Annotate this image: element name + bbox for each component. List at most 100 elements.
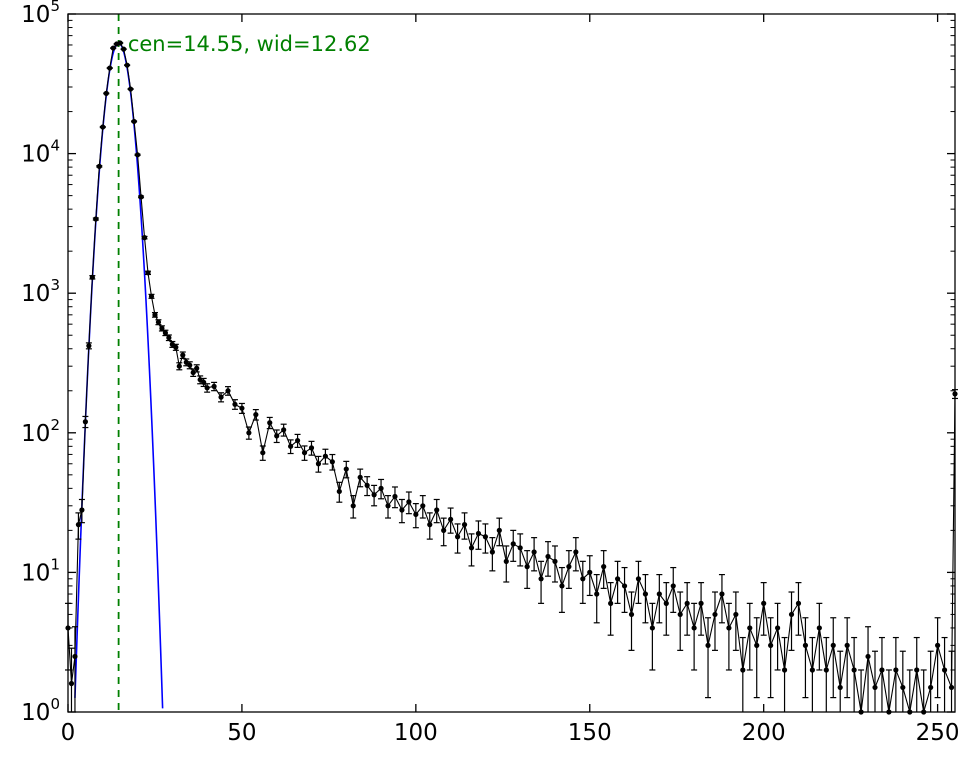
x-tick-label: 150 (568, 720, 612, 746)
data-point (385, 503, 391, 509)
data-point (308, 445, 315, 451)
data-point (194, 365, 200, 371)
data-point (371, 492, 377, 498)
data-point (201, 379, 207, 385)
data-point (246, 430, 252, 436)
data-point (538, 576, 544, 582)
data-point (152, 312, 158, 318)
data-point (594, 591, 600, 597)
data-point (274, 433, 280, 439)
data-point (183, 359, 189, 365)
data-point (124, 62, 130, 68)
data-point (176, 363, 182, 369)
data-point (148, 293, 155, 299)
data-point (406, 499, 412, 505)
data-point (823, 667, 829, 673)
y-tick-exponent: 3 (50, 276, 60, 294)
data-point (399, 507, 405, 513)
axes-frame (67, 13, 956, 713)
data-point (79, 507, 85, 513)
data-point (378, 485, 384, 491)
data-point (601, 564, 607, 570)
data-point (420, 503, 426, 509)
data-point (914, 667, 920, 673)
data-point (281, 427, 287, 433)
data-point (677, 611, 683, 618)
data-point (89, 274, 95, 280)
gaussian-fit-curve (74, 42, 164, 709)
data-point (180, 352, 186, 358)
data-point (68, 680, 75, 687)
data-point (427, 522, 433, 528)
data-point (128, 86, 134, 92)
data-point (635, 576, 642, 582)
data-point (608, 600, 614, 606)
gaussian-fit-layer (74, 42, 164, 709)
data-point (614, 576, 621, 582)
data-point (768, 642, 774, 648)
data-point (482, 534, 489, 540)
data-point (357, 474, 363, 480)
data-point (879, 667, 885, 673)
y-tick-base: 10 (21, 281, 50, 307)
data-point (726, 625, 732, 631)
data-point (761, 600, 767, 606)
x-tick-label: 50 (227, 720, 256, 746)
data-point (350, 503, 356, 509)
data-point (187, 362, 193, 368)
data-point (872, 684, 878, 691)
y-tick-base: 10 (21, 560, 50, 586)
data-point (103, 90, 109, 96)
data-point (267, 420, 273, 426)
y-tick-exponent: 0 (50, 695, 60, 713)
data-point (573, 549, 579, 555)
data-point (100, 124, 106, 130)
data-point (656, 591, 662, 597)
data-point (580, 576, 586, 582)
data-point (928, 684, 934, 691)
data-point (155, 319, 162, 325)
y-tick-exponent: 2 (50, 416, 60, 434)
data-point (96, 163, 102, 169)
data-point (468, 545, 475, 551)
data-point (86, 343, 92, 349)
data-point (82, 419, 88, 425)
y-tick-label: 104 (21, 137, 60, 168)
data-markers (65, 40, 958, 715)
y-tick-label: 103 (21, 276, 60, 307)
data-point (559, 583, 565, 589)
data-point (865, 653, 871, 660)
data-point (107, 65, 113, 71)
y-tick-label: 102 (21, 416, 60, 447)
data-point (642, 591, 649, 597)
data-point (72, 653, 78, 660)
axes-frame-layer (67, 13, 956, 713)
data-point (712, 611, 718, 618)
data-point (510, 541, 516, 547)
data-point (475, 530, 482, 537)
data-point (844, 642, 850, 648)
data-point (941, 667, 948, 673)
data-point (239, 405, 245, 411)
data-point (162, 330, 168, 336)
data-point (788, 611, 795, 618)
data-point (329, 459, 335, 465)
data-point (225, 388, 231, 394)
data-point (145, 270, 151, 276)
y-tick-base: 10 (21, 142, 50, 168)
data-point (138, 194, 144, 200)
data-point (288, 443, 294, 449)
axes-ticks-layer (67, 13, 955, 713)
data-point (809, 667, 815, 673)
data-point (496, 527, 502, 533)
x-tick-label: 250 (916, 720, 960, 746)
data-point (830, 642, 836, 648)
y-tick-exponent: 5 (50, 0, 60, 15)
data-point (448, 516, 454, 522)
data-point (795, 600, 802, 606)
data-point (413, 511, 419, 518)
data-point (781, 667, 788, 673)
